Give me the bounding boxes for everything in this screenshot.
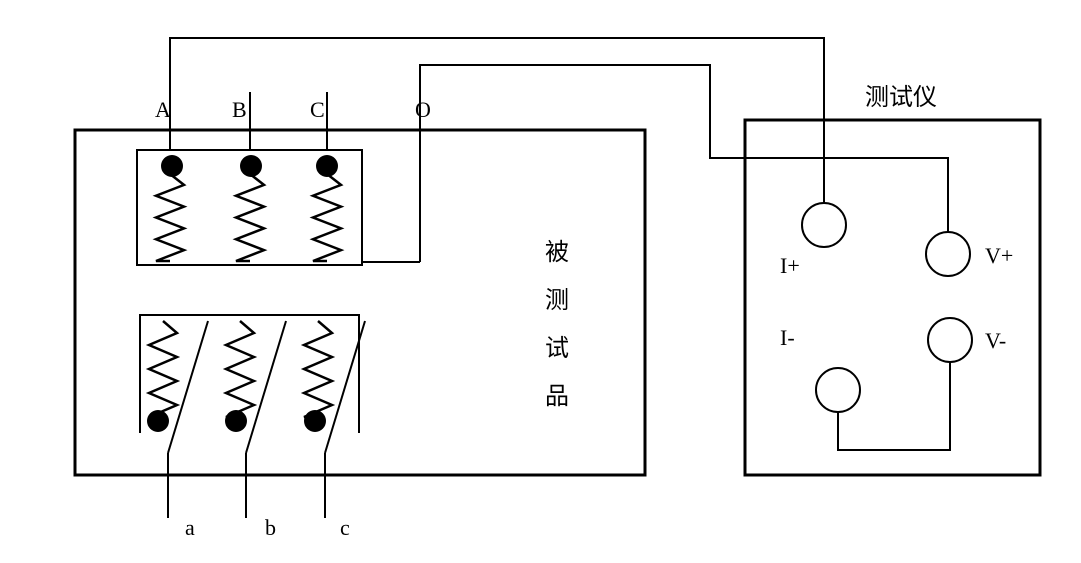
primary-winding-B bbox=[236, 174, 264, 261]
secondary-winding-a bbox=[149, 321, 177, 417]
terminal-label-A: A bbox=[155, 97, 171, 122]
secondary-winding-b bbox=[226, 321, 254, 417]
secondary-tap-b bbox=[246, 321, 286, 453]
primary-winding-A bbox=[156, 174, 184, 261]
terminal-v-plus bbox=[926, 232, 970, 276]
label-v-plus: V+ bbox=[985, 243, 1013, 268]
terminal-label-a: a bbox=[185, 515, 195, 540]
terminal-label-O: O bbox=[415, 97, 431, 122]
label-i-minus: I- bbox=[780, 325, 795, 350]
polarity-dot-B bbox=[240, 155, 262, 177]
terminal-i-minus bbox=[816, 368, 860, 412]
label-i-plus: I+ bbox=[780, 253, 800, 278]
polarity-dot-A bbox=[161, 155, 183, 177]
dut-label-char: 试 bbox=[545, 335, 569, 362]
primary-winding-C bbox=[313, 174, 341, 261]
wire-A-to-Iplus bbox=[170, 38, 824, 203]
polarity-dot-c bbox=[304, 410, 326, 432]
secondary-tap-a bbox=[168, 321, 208, 453]
dut-label-char: 测 bbox=[545, 287, 569, 314]
terminal-label-b: b bbox=[265, 515, 276, 540]
polarity-dot-b bbox=[225, 410, 247, 432]
dut-label-char: 被 bbox=[545, 239, 569, 266]
terminal-v-minus bbox=[928, 318, 972, 362]
tester-box bbox=[745, 120, 1040, 475]
terminal-label-c: c bbox=[340, 515, 350, 540]
dut-label-char: 品 bbox=[545, 384, 569, 410]
label-v-minus: V- bbox=[985, 328, 1006, 353]
polarity-dot-a bbox=[147, 410, 169, 432]
terminal-i-plus bbox=[802, 203, 846, 247]
terminal-label-C: C bbox=[310, 97, 325, 122]
polarity-dot-C bbox=[316, 155, 338, 177]
secondary-winding-outline bbox=[140, 315, 359, 433]
tester-title: 测试仪 bbox=[865, 84, 937, 111]
secondary-winding-c bbox=[304, 321, 332, 417]
terminal-label-B: B bbox=[232, 97, 247, 122]
